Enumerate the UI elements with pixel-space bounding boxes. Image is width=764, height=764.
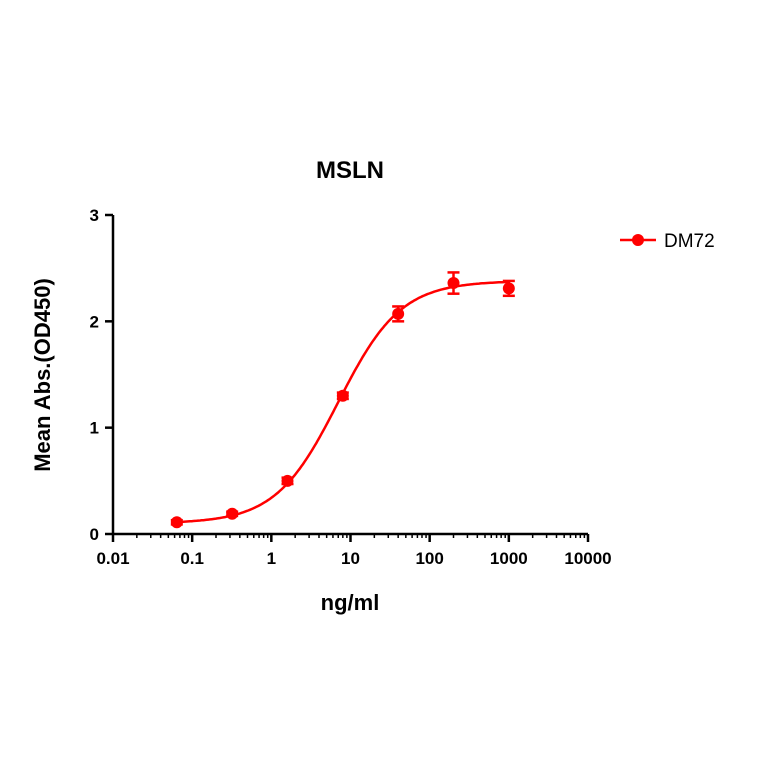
y-tick-label: 0	[90, 525, 99, 544]
legend-marker	[632, 234, 644, 246]
x-tick-label: 1000	[490, 549, 528, 568]
x-tick-label: 1	[267, 549, 276, 568]
data-point	[170, 516, 183, 529]
fit-curve	[176, 280, 509, 524]
x-tick-label: 10000	[564, 549, 611, 568]
y-tick-label: 2	[90, 312, 99, 331]
x-tick-label: 100	[415, 549, 443, 568]
data-point	[226, 507, 239, 520]
x-axis-label: ng/ml	[321, 590, 380, 615]
y-tick-label: 3	[90, 206, 99, 225]
y-tick-label: 1	[90, 419, 99, 438]
x-tick-label: 0.1	[180, 549, 204, 568]
data-point	[447, 277, 460, 290]
data-point	[392, 307, 405, 320]
chart-title: MSLN	[316, 157, 384, 184]
data-point	[502, 282, 515, 295]
x-tick-label: 0.01	[96, 549, 129, 568]
legend: DM72	[620, 231, 715, 252]
x-tick-label: 10	[341, 549, 360, 568]
data-point	[281, 474, 294, 487]
y-axis-label: Mean Abs.(OD450)	[30, 278, 55, 472]
data-point	[336, 389, 349, 402]
legend-label: DM72	[664, 231, 715, 252]
